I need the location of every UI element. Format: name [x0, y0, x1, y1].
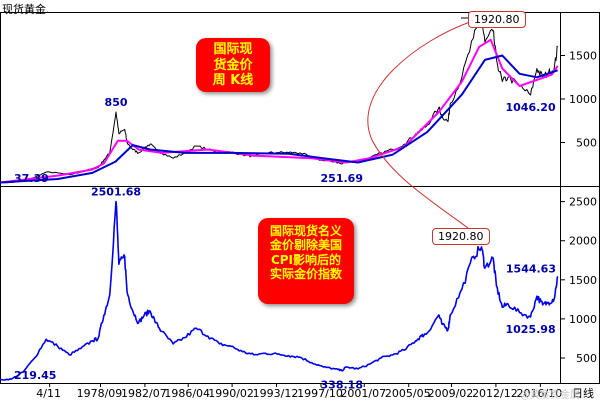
- bottom-label-line: 国际现货名义: [269, 224, 342, 238]
- y-tick-label: 1000: [569, 93, 597, 106]
- data-label: 850: [105, 96, 128, 109]
- x-tick-label: 2016/10: [517, 387, 563, 400]
- x-tick-label: 2009/02: [428, 387, 474, 400]
- data-label: 251.69: [321, 172, 363, 185]
- y-tick-label: 500: [576, 352, 597, 365]
- y-tick-label: 1500: [569, 274, 597, 287]
- x-tick-label: 1990/02: [208, 387, 254, 400]
- bottom-label-line: CPI影响后的: [270, 252, 342, 267]
- price-line: [0, 18, 559, 184]
- x-tick-label: 1997/10: [297, 387, 343, 400]
- top-label-line: 周 K线: [212, 73, 254, 89]
- bottom-panel-label-box: 国际现货名义 金价剔除美国 CPI影响后的 实际金价指数: [258, 218, 354, 304]
- x-tick-label: 2012/12: [472, 387, 518, 400]
- watermark: @黄金贵金属: [520, 390, 580, 401]
- real-price-line: [0, 200, 559, 381]
- x-tick-label: 1982/07: [121, 387, 167, 400]
- x-tick-label: 1986/04: [164, 387, 210, 400]
- y-tick-label: 2000: [569, 235, 597, 248]
- y-tick-label: 500: [576, 137, 597, 150]
- data-label: 338.18: [321, 379, 363, 392]
- top-panel-label-box: 国际现 货金价 周 K线: [196, 38, 270, 92]
- y-tick-label: 2500: [569, 196, 597, 209]
- top-label-line: 国际现: [213, 42, 253, 57]
- bottom-label-line: 实际金价指数: [269, 267, 342, 282]
- y-tick-label: 1000: [569, 313, 597, 326]
- data-label: 1025.98: [506, 323, 556, 336]
- bottom-peak-callout: 1920.80: [432, 228, 490, 245]
- y-tick-label: 1500: [569, 50, 597, 63]
- x-tick-label: 2005/05: [385, 387, 431, 400]
- x-tick-label: 2001/07: [340, 387, 386, 400]
- data-label: 1544.63: [506, 262, 556, 275]
- data-label: 37.39: [14, 172, 49, 185]
- x-tick-label: 1993/12: [253, 387, 299, 400]
- data-label: 219.45: [14, 369, 56, 382]
- callout-connector: [367, 21, 471, 229]
- bottom-label-line: 金价剔除美国: [269, 238, 342, 253]
- short-ma-line: [0, 38, 559, 184]
- x-tick-label: 1978/09: [77, 387, 123, 400]
- long-ma-line: [0, 54, 559, 184]
- top-label-line: 货金价: [213, 57, 253, 73]
- data-label: 1046.20: [506, 101, 556, 114]
- data-label: 2501.68: [91, 186, 141, 199]
- x-tick-label: 4/11: [36, 387, 61, 400]
- top-peak-callout: 1920.80: [468, 11, 526, 28]
- chart-title: 现货黄金.: [2, 3, 50, 16]
- x-axis-suffix: 日线: [572, 386, 594, 400]
